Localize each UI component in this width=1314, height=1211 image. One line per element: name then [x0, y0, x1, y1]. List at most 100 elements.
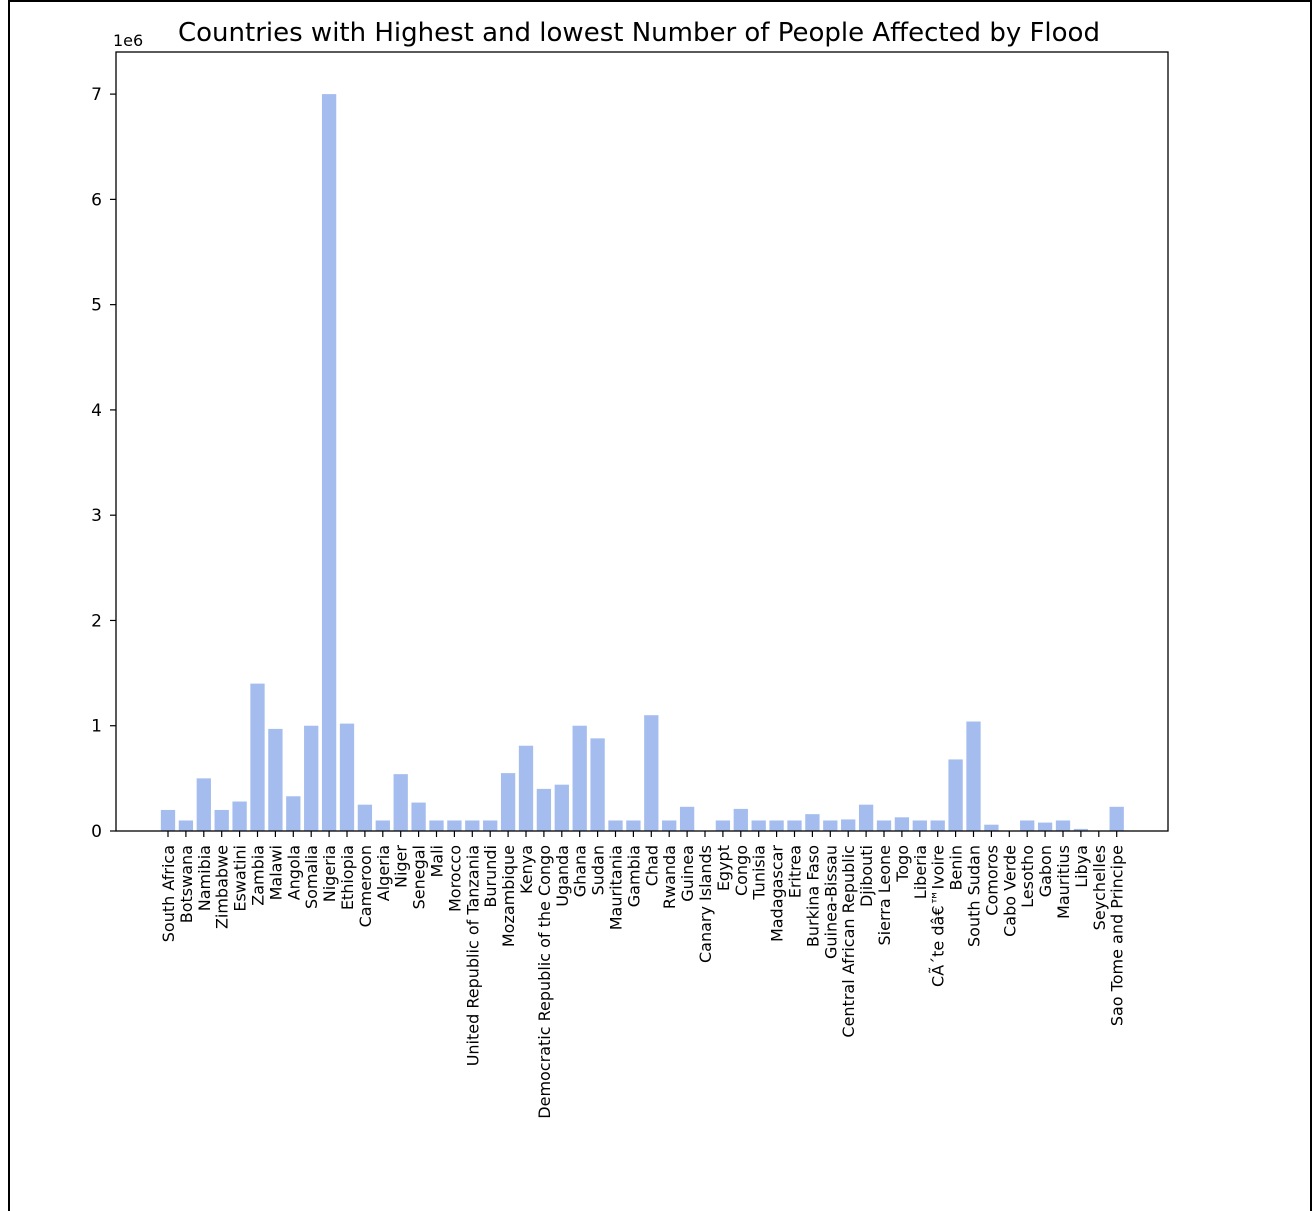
- bar: [286, 796, 301, 831]
- x-tick-label: Guinea-Bissau: [821, 845, 840, 959]
- bar: [1055, 820, 1071, 831]
- x-tick-label: Algeria: [374, 845, 393, 901]
- x-tick-label: Gabon: [1036, 845, 1055, 897]
- bar: [912, 820, 927, 831]
- bar: [626, 820, 641, 831]
- x-tick-label: United Republic of Tanzania: [463, 845, 482, 1066]
- bar: [214, 809, 229, 831]
- x-tick-label: Sudan: [589, 845, 608, 895]
- x-tick-label: Mali: [428, 845, 447, 878]
- bar: [572, 725, 587, 831]
- x-tick-label: Namibia: [195, 845, 214, 911]
- bar: [787, 820, 802, 831]
- bar: [644, 715, 659, 831]
- x-tick-label: Eritrea: [786, 845, 805, 898]
- bar: [1073, 828, 1089, 831]
- bar: [948, 759, 963, 831]
- x-tick-label: Cabo Verde: [1000, 845, 1019, 937]
- y-tick-label: 2: [91, 611, 102, 631]
- bar: [375, 820, 390, 831]
- bar: [518, 745, 534, 831]
- bar: [465, 820, 480, 831]
- x-tick-label: Madagascar: [768, 845, 787, 942]
- bar: [715, 820, 731, 831]
- x-tick-label: Gambia: [624, 845, 643, 907]
- x-tick-label: Togo: [893, 845, 912, 883]
- bar: [858, 804, 874, 831]
- x-tick-label: CÃ´te dâ€™Ivoire: [929, 845, 948, 987]
- y-tick-label: 4: [91, 401, 102, 421]
- bar: [304, 725, 319, 831]
- x-tick-label: Ethiopia: [338, 845, 357, 910]
- y-tick-label: 5: [91, 296, 102, 316]
- x-tick-label: Rwanda: [660, 845, 679, 909]
- bar: [357, 804, 373, 831]
- x-tick-label: Djibouti: [857, 845, 876, 907]
- x-tick-label: Angola: [284, 845, 303, 900]
- bar: [393, 774, 408, 831]
- x-tick-label: Democratic Republic of the Congo: [535, 845, 554, 1119]
- x-tick-label: Sierra Leone: [875, 845, 894, 945]
- bar: [894, 817, 910, 831]
- x-tick-label: Mauritius: [1054, 845, 1073, 919]
- bar: [339, 723, 355, 831]
- x-tick-label: Mauritania: [607, 845, 626, 930]
- x-tick-label: Zimbabwe: [213, 845, 232, 929]
- y-tick-label: 1: [91, 717, 102, 737]
- bar: [984, 824, 999, 831]
- x-tick-label: Senegal: [410, 845, 429, 909]
- x-tick-label: Seychelles: [1090, 845, 1109, 930]
- y-tick-label: 7: [91, 85, 102, 105]
- bar: [536, 788, 552, 831]
- y-axis-offset-label: 1e6: [113, 31, 143, 50]
- plot-area: [115, 51, 1169, 832]
- x-axis: South AfricaBotswanaNamibiaZimbabweEswat…: [159, 831, 1127, 1119]
- x-tick-label: Malawi: [266, 845, 285, 900]
- bar: [447, 820, 462, 831]
- x-tick-label: Canary Islands: [696, 845, 715, 963]
- bar: [1109, 806, 1124, 831]
- bar: [679, 806, 695, 831]
- bar: [1020, 820, 1035, 831]
- x-tick-label: Egypt: [714, 845, 733, 891]
- x-tick-label: Ghana: [571, 845, 590, 897]
- bar: [196, 778, 211, 831]
- x-tick-label: Comoros: [982, 845, 1001, 916]
- bar: [232, 801, 247, 831]
- bar: [930, 820, 945, 831]
- bar: [554, 784, 569, 831]
- bar: [321, 94, 337, 832]
- bar: [1037, 822, 1053, 831]
- y-tick-label: 6: [91, 190, 102, 210]
- y-tick-label: 0: [91, 822, 102, 842]
- x-tick-label: Burundi: [481, 845, 500, 908]
- x-tick-label: Libya: [1072, 845, 1091, 888]
- x-tick-label: Botswana: [177, 845, 196, 923]
- bar: [608, 820, 623, 831]
- bar: [429, 820, 444, 831]
- x-tick-label: Mozambique: [499, 845, 518, 947]
- x-tick-label: Kenya: [517, 845, 536, 894]
- x-tick-label: Chad: [642, 845, 661, 886]
- figure-frame: [8, 0, 1312, 1211]
- y-axis: 0 1 2 3 4 5 6 7: [91, 85, 116, 842]
- x-tick-label: Sao Tome and Principe: [1108, 845, 1127, 1026]
- x-tick-label: Lesotho: [1018, 845, 1037, 908]
- bar: [590, 738, 605, 831]
- x-tick-label: Guinea: [678, 845, 697, 902]
- x-tick-label: Benin: [947, 845, 966, 891]
- x-tick-label: Morocco: [445, 845, 464, 912]
- bar: [769, 820, 784, 831]
- bar: [160, 809, 176, 831]
- x-tick-label: Liberia: [911, 845, 930, 899]
- x-tick-label: Somalia: [302, 845, 321, 909]
- x-tick-label: Burkina Faso: [803, 845, 822, 947]
- bar: [178, 820, 194, 831]
- bar: [250, 683, 265, 831]
- x-tick-label: Tunisia: [750, 845, 769, 901]
- x-tick-label: South Sudan: [965, 845, 984, 947]
- x-tick-label: Niger: [392, 845, 411, 888]
- bar: [805, 814, 820, 831]
- x-tick-label: Central African Republic: [839, 845, 858, 1038]
